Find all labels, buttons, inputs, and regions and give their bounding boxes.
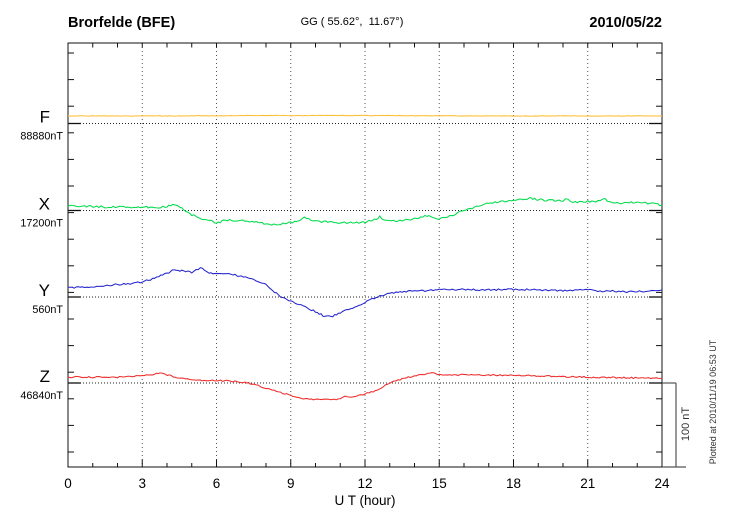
z-trace bbox=[67, 372, 663, 401]
x-series-letter: X bbox=[39, 195, 50, 214]
f-series-letter: F bbox=[40, 108, 50, 127]
x-baseline-value: 17200nT bbox=[20, 218, 63, 230]
plot-frame bbox=[67, 42, 663, 468]
x-axis-title: U T (hour) bbox=[334, 493, 395, 508]
hour-label-9: 9 bbox=[287, 476, 295, 491]
station-title: Brorfelde (BFE) bbox=[68, 15, 175, 31]
hour-label-15: 15 bbox=[432, 476, 447, 491]
series-labels: F 88880nT X 17200nT Y 560nT Z 46840nT bbox=[20, 108, 63, 403]
scale-bar-label: 100 nT bbox=[680, 407, 692, 442]
y-trace bbox=[67, 267, 663, 318]
y-series-letter: Y bbox=[39, 281, 50, 300]
hour-label-24: 24 bbox=[654, 476, 670, 491]
f-baseline-value: 88880nT bbox=[20, 131, 63, 143]
date-label: 2010/05/22 bbox=[589, 15, 662, 31]
hour-label-6: 6 bbox=[213, 476, 221, 491]
traces bbox=[67, 114, 663, 401]
y-baseline-value: 560nT bbox=[32, 304, 63, 316]
hour-label-0: 0 bbox=[64, 476, 72, 491]
x-trace bbox=[67, 196, 663, 226]
plotted-timestamp: Plotted at 2010/11/19 06:53 UT bbox=[708, 339, 718, 464]
f-trace bbox=[67, 114, 663, 117]
hour-label-3: 3 bbox=[138, 476, 146, 491]
z-baseline-value: 46840nT bbox=[20, 390, 63, 402]
coordinates-label: GG ( 55.62°, 11.67°) bbox=[301, 16, 404, 28]
hour-label-12: 12 bbox=[357, 476, 372, 491]
grid-and-ticks bbox=[67, 43, 663, 467]
scale-bar: 100 nT bbox=[662, 382, 692, 468]
hour-label-21: 21 bbox=[580, 476, 595, 491]
z-series-letter: Z bbox=[40, 367, 50, 386]
hour-label-18: 18 bbox=[506, 476, 521, 491]
hour-tick-labels: 0 3 6 9 12 15 18 21 24 bbox=[64, 476, 670, 491]
